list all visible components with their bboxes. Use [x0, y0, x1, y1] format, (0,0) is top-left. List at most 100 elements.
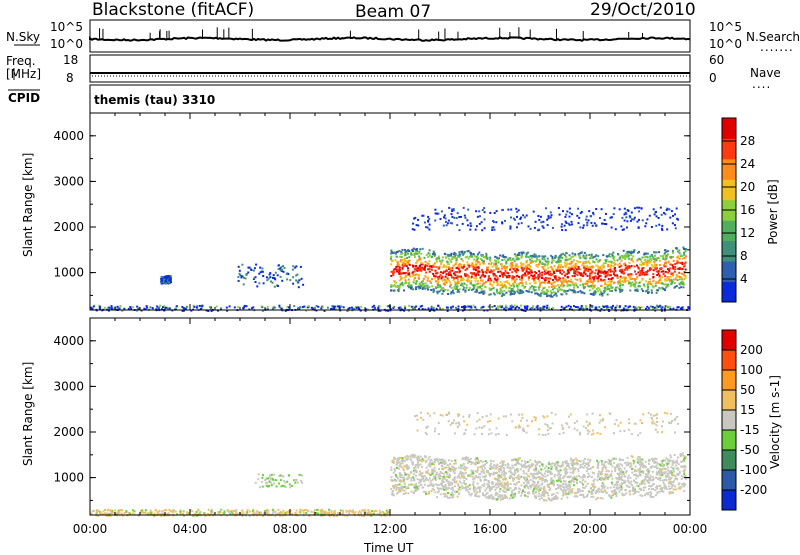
power-sparse-cell: [569, 216, 571, 218]
power-cell: [574, 278, 576, 280]
power-sparse-cell: [466, 219, 468, 221]
velocity-cell: [560, 474, 562, 476]
power-sparse-cell: [624, 213, 626, 215]
power-cell: [558, 277, 560, 279]
velocity-ground-cell: [179, 511, 181, 513]
power-cell: [507, 272, 509, 274]
power-cell: [603, 266, 605, 268]
power-cell: [473, 285, 475, 287]
velocity-cell: [685, 475, 687, 477]
power-patch-cell: [262, 271, 264, 273]
power-cell: [549, 271, 551, 273]
power-cell: [647, 286, 649, 288]
power-cell: [429, 268, 431, 270]
power-cell: [419, 265, 421, 267]
power-cell: [541, 290, 543, 292]
velocity-cell: [674, 454, 676, 456]
power-cell: [586, 261, 588, 263]
power-patch-cell: [281, 269, 283, 271]
power-cell: [585, 266, 587, 268]
power-cell: [427, 277, 429, 279]
power-sparse-cell: [676, 218, 678, 220]
velocity-cell: [443, 493, 445, 495]
power-sparse-cell: [441, 210, 443, 212]
power-sparse-cell: [569, 224, 571, 226]
power-cell: [560, 280, 562, 282]
power-cell: [401, 259, 403, 261]
velocity-cell: [456, 477, 458, 479]
power-cell: [658, 251, 660, 253]
velocity-cell: [505, 479, 507, 481]
power-sparse-cell: [605, 223, 607, 225]
power-cell: [468, 278, 470, 280]
power-cell: [451, 291, 453, 293]
power-cell: [393, 271, 395, 273]
power-cell: [420, 270, 422, 272]
velocity-ground-cell: [314, 509, 316, 511]
power-sparse-cell: [628, 210, 630, 212]
power-cell: [651, 289, 653, 291]
power-cell: [588, 286, 590, 288]
power-cell: [535, 272, 537, 274]
power-sparse-cell: [469, 229, 471, 231]
power-cell: [425, 261, 427, 263]
power-cell: [631, 259, 633, 261]
power-ground-cell: [532, 305, 534, 307]
power-cell: [403, 289, 405, 291]
power-cell: [534, 293, 536, 295]
power-cell: [404, 260, 406, 262]
power-cell: [506, 280, 508, 282]
power-patch-cell: [241, 275, 243, 277]
power-cell: [562, 277, 564, 279]
velocity-cell: [484, 483, 486, 485]
power-cell: [553, 281, 555, 283]
power-cell: [595, 275, 597, 277]
velocity-cell: [494, 489, 496, 491]
velocity-ground-cell: [367, 509, 369, 511]
power-cell: [669, 267, 671, 269]
power-cell: [422, 248, 424, 250]
velocity-cell: [554, 474, 556, 476]
velocity-ground-cell: [196, 511, 198, 513]
power-cell: [404, 254, 406, 256]
power-sparse-cell: [637, 221, 639, 223]
power-cell: [517, 289, 519, 291]
power-cell: [681, 262, 683, 264]
power-cell: [643, 284, 645, 286]
power-cell: [590, 281, 592, 283]
power-cell: [652, 273, 654, 275]
velocity-cell: [616, 487, 618, 489]
power-cell: [461, 267, 463, 269]
power-patch-cell: [273, 274, 275, 276]
power-cell: [453, 279, 455, 281]
power-cell: [462, 253, 464, 255]
velocity-cell: [477, 467, 479, 469]
power-cell: [664, 289, 666, 291]
power-cell: [436, 257, 438, 259]
power-sparse-cell: [446, 224, 448, 226]
power-cell: [572, 253, 574, 255]
power-ground-cell: [682, 306, 684, 308]
power-cell: [436, 266, 438, 268]
power-ground-cell: [447, 307, 449, 309]
power-cell: [664, 263, 666, 265]
power-cell: [511, 271, 513, 273]
power-cell: [659, 279, 661, 281]
power-cell: [564, 254, 566, 256]
power-cell: [557, 266, 559, 268]
velocity-cell: [577, 463, 579, 465]
velocity-ground-cell: [183, 510, 185, 512]
velocity-cell: [683, 471, 685, 473]
power-cell: [503, 290, 505, 292]
power-sparse-cell: [510, 226, 512, 228]
power-sparse-cell: [514, 219, 516, 221]
power-sparse-cell: [540, 216, 542, 218]
power-cell: [468, 280, 470, 282]
velocity-ground-cell: [114, 509, 116, 511]
power-cell: [559, 266, 561, 268]
power-ground-cell: [595, 307, 597, 309]
power-cell: [627, 256, 629, 258]
velocity-cell: [515, 487, 517, 489]
power-cell: [415, 286, 417, 288]
power-ground-cell: [358, 306, 360, 308]
